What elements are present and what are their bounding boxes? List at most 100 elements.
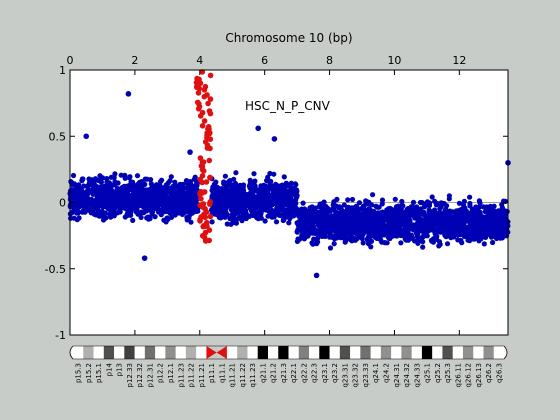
- scatter-point: [378, 237, 384, 243]
- ideogram-band-label: p13: [116, 363, 124, 376]
- scatter-point: [446, 193, 452, 199]
- scatter-point: [346, 231, 352, 237]
- scatter-point: [465, 217, 471, 223]
- scatter-point: [317, 231, 323, 237]
- scatter-point: [390, 212, 396, 218]
- scatter-point: [74, 200, 80, 207]
- scatter-point: [275, 194, 281, 200]
- scatter-point: [427, 208, 433, 215]
- ideogram-band-label: p15.2: [85, 363, 93, 383]
- ideogram-band: [483, 346, 495, 359]
- x-tick-label: 4: [196, 54, 203, 67]
- ideogram-band-label: p11.1: [208, 363, 216, 383]
- ideogram-band: [411, 346, 423, 359]
- scatter-point: [105, 206, 112, 212]
- ideogram-band: [319, 346, 330, 359]
- scatter-point: [138, 214, 144, 220]
- ideogram-band: [83, 346, 94, 359]
- scatter-point: [86, 180, 92, 186]
- scatter-point: [103, 215, 109, 221]
- scatter-point: [392, 229, 398, 236]
- ideogram-band: [237, 346, 248, 359]
- outlier-point: [141, 255, 148, 261]
- scatter-point: [329, 221, 335, 227]
- ideogram-band: [298, 346, 310, 359]
- scatter-point: [180, 196, 186, 202]
- scatter-point: [360, 240, 366, 246]
- scatter-point: [179, 211, 185, 217]
- plot-border: [69, 69, 509, 336]
- ideogram-band-label: q22.2: [300, 363, 308, 383]
- scatter-point: [335, 228, 341, 234]
- ideogram-band: [452, 346, 464, 359]
- scatter-point: [405, 231, 411, 237]
- scatter-point: [183, 178, 190, 184]
- scatter-point: [416, 206, 423, 213]
- scatter-point: [410, 199, 417, 205]
- scatter-point: [234, 192, 240, 198]
- scatter-point: [99, 203, 105, 209]
- scatter-point: [420, 210, 426, 217]
- scatter-point: [100, 175, 106, 181]
- scatter-point: [425, 226, 431, 232]
- ideogram-band-label: q22.3: [311, 363, 319, 383]
- x-axis-title: Chromosome 10 (bp): [225, 31, 352, 45]
- scatter-point: [446, 214, 453, 220]
- highlight-point: [199, 123, 206, 129]
- highlight-point: [207, 201, 213, 207]
- scatter-point: [223, 203, 229, 209]
- scatter-point: [504, 226, 510, 232]
- scatter-point: [217, 210, 224, 216]
- scatter-point: [431, 213, 437, 219]
- scatter-point: [267, 170, 273, 177]
- scatter-point: [460, 202, 467, 208]
- ideogram-band: [493, 346, 505, 359]
- scatter-point: [283, 180, 289, 186]
- scatter-point: [165, 206, 171, 213]
- scatter-point: [327, 245, 334, 251]
- ideogram-band-label: q25.1: [424, 363, 432, 383]
- scatter-point: [467, 203, 473, 209]
- scatter-point: [104, 176, 110, 182]
- highlight-point: [198, 163, 205, 169]
- scatter-point: [350, 219, 356, 225]
- scatter-point: [248, 205, 254, 211]
- highlight-point: [199, 173, 206, 179]
- scatter-point: [191, 191, 197, 197]
- scatter-point: [409, 235, 415, 241]
- ideogram-band-label: q24.31: [393, 363, 401, 387]
- scatter-point: [285, 194, 291, 200]
- scatter-point: [169, 214, 175, 220]
- scatter-point: [429, 220, 435, 226]
- scatter-point: [356, 233, 362, 239]
- ideogram-band-label: q21.2: [270, 363, 278, 383]
- scatter-point: [134, 192, 140, 198]
- highlight-point: [202, 206, 208, 212]
- ideogram-band-label: q26.11: [454, 363, 462, 387]
- scatter-point: [386, 232, 392, 238]
- scatter-point: [415, 238, 421, 244]
- y-tick-label: 0.5: [49, 130, 67, 143]
- scatter-point: [69, 209, 75, 216]
- scatter-point: [140, 192, 146, 198]
- scatter-point: [365, 213, 371, 219]
- scatter-point: [135, 202, 141, 208]
- scatter-point: [322, 224, 329, 230]
- scatter-point: [123, 194, 129, 200]
- ideogram-band-label: q11.1: [218, 363, 226, 383]
- scatter-point: [68, 215, 74, 221]
- outlier-point: [187, 149, 193, 155]
- ideogram-band-label: q11.21: [229, 363, 237, 387]
- scatter-point: [360, 203, 366, 209]
- scatter-point: [259, 192, 265, 198]
- scatter-point: [400, 221, 406, 227]
- scatter-point: [219, 201, 225, 207]
- centromere-band: [206, 346, 217, 359]
- scatter-point: [269, 197, 275, 203]
- scatter-point: [84, 197, 90, 203]
- scatter-point: [353, 225, 359, 231]
- scatter-point: [310, 241, 316, 247]
- ideogram-band-label: q23.32: [352, 363, 360, 387]
- ideogram-band-label: p11.21: [198, 363, 206, 387]
- scatter-point: [102, 199, 108, 205]
